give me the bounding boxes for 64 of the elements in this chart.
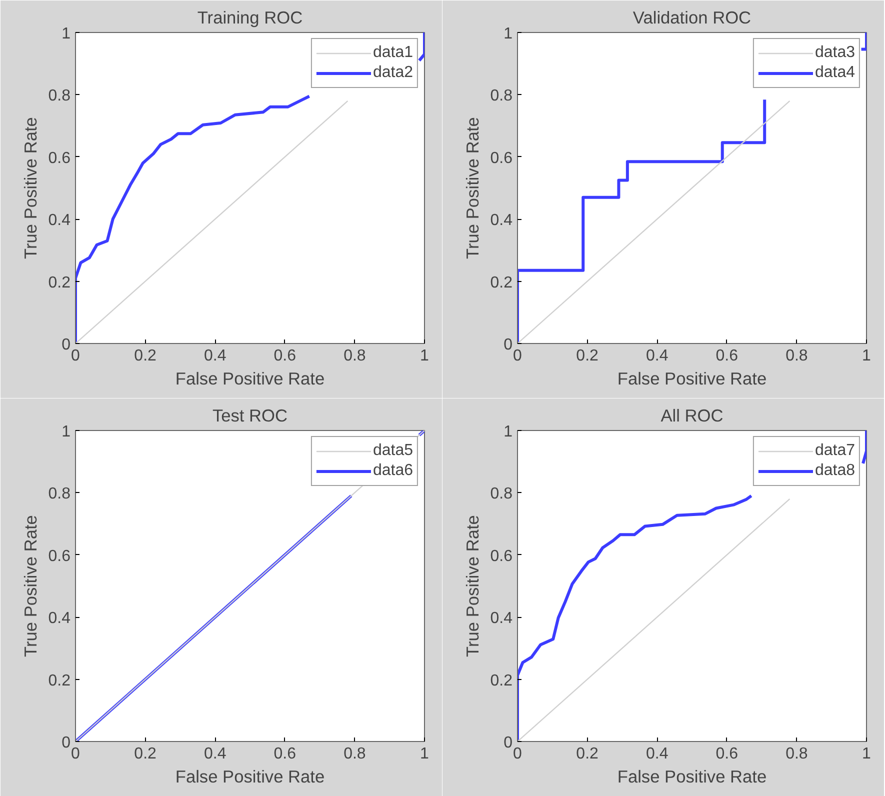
legend-label: data3 (814, 44, 855, 62)
x-tick-label: 0.6 (274, 746, 296, 762)
y-tick-label: 0.6 (490, 548, 513, 565)
legend-label: data1 (372, 44, 413, 62)
y-tick-label: 0.6 (48, 548, 71, 565)
y-tick-label: 0.2 (490, 274, 513, 292)
x-tick-label: 0.6 (716, 746, 738, 762)
x-tick-label: 1 (862, 348, 872, 364)
y-tick-label: 1 (504, 424, 513, 440)
x-tick-label: 0.6 (716, 348, 738, 364)
x-tick-label: 1 (862, 746, 872, 762)
y-tick-label: 1 (62, 26, 71, 42)
legend-label: data7 (814, 442, 855, 460)
y-tick-label: 0.2 (48, 274, 71, 292)
x-axis-title: False Positive Rate (175, 766, 325, 786)
x-axis-title: False Positive Rate (175, 368, 325, 388)
x-tick-label: 0.8 (786, 348, 808, 364)
x-axis-title: False Positive Rate (617, 368, 767, 388)
legend-label: data2 (372, 64, 413, 82)
x-tick-label: 0.8 (344, 348, 366, 364)
x-tick-label: 0.2 (576, 746, 599, 762)
y-tick-label: 0 (504, 336, 513, 354)
x-tick-label: 0.4 (204, 348, 226, 364)
y-tick-label: 1 (504, 26, 513, 42)
x-tick-label: 0.8 (786, 746, 808, 762)
y-tick-label: 0 (62, 336, 71, 354)
y-tick-label: 0.6 (48, 150, 71, 167)
y-tick-label: 0.8 (48, 88, 71, 105)
y-tick-label: 0.4 (490, 212, 513, 230)
y-tick-label: 0.4 (48, 212, 71, 230)
x-tick-label: 0.2 (134, 348, 157, 364)
x-tick-label: 0.2 (134, 746, 157, 762)
y-tick-label: 0.4 (490, 610, 513, 628)
x-tick-label: 0.4 (204, 746, 226, 762)
chart-title: All ROC (660, 406, 724, 426)
y-tick-label: 0.8 (490, 486, 513, 503)
legend-label: data4 (814, 64, 855, 82)
x-tick-label: 0.8 (344, 746, 366, 762)
y-tick-label: 0.6 (490, 150, 513, 167)
x-tick-label: 0.4 (646, 348, 668, 364)
y-tick-label: 0.4 (48, 610, 71, 628)
y-axis-title: True Positive Rate (20, 117, 40, 259)
y-tick-label: 0 (504, 734, 513, 752)
x-tick-label: 0.6 (274, 348, 296, 364)
legend-label: data5 (372, 442, 413, 460)
y-axis-title: True Positive Rate (462, 515, 482, 657)
x-tick-label: 1 (420, 746, 430, 762)
chart-title: Training ROC (197, 8, 303, 28)
x-axis-title: False Positive Rate (617, 766, 767, 786)
y-tick-label: 0.2 (490, 672, 513, 690)
chart-title: Validation ROC (632, 8, 752, 28)
y-tick-label: 0.8 (490, 88, 513, 105)
y-tick-label: 0 (62, 734, 71, 752)
y-axis-title: True Positive Rate (20, 515, 40, 657)
x-tick-label: 1 (420, 348, 430, 364)
legend-label: data8 (814, 462, 855, 480)
y-axis-title: True Positive Rate (462, 117, 482, 259)
chart-title: Test ROC (212, 406, 288, 426)
y-tick-label: 0.2 (48, 672, 71, 690)
legend-label: data6 (372, 462, 413, 480)
y-tick-label: 1 (62, 424, 71, 440)
x-tick-label: 0.4 (646, 746, 668, 762)
y-tick-label: 0.8 (48, 486, 71, 503)
x-tick-label: 0.2 (576, 348, 599, 364)
